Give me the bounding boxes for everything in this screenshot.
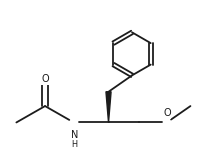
Polygon shape xyxy=(106,92,111,122)
Text: O: O xyxy=(41,74,49,84)
Text: N: N xyxy=(71,130,78,140)
Text: O: O xyxy=(163,108,171,118)
Text: H: H xyxy=(72,140,78,149)
